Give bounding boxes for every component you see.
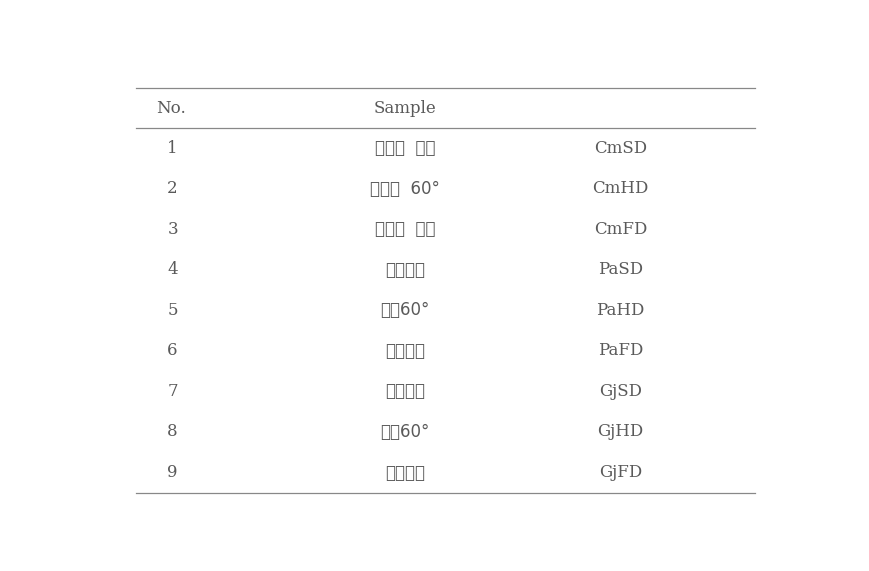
Text: GjFD: GjFD [599, 464, 642, 481]
Text: 2: 2 [168, 180, 178, 197]
Text: Sample: Sample [374, 99, 436, 116]
Text: CmSD: CmSD [594, 140, 647, 156]
Text: PaSD: PaSD [598, 262, 643, 278]
Text: 자소동결: 자소동결 [385, 342, 425, 360]
Text: PaFD: PaFD [598, 343, 643, 359]
Text: 밹무60°: 밹무60° [381, 423, 429, 441]
Text: PaHD: PaHD [596, 302, 645, 319]
Text: 9: 9 [168, 464, 178, 481]
Text: 7: 7 [168, 383, 178, 400]
Text: CmHD: CmHD [593, 180, 648, 197]
Text: 율무잎  동결: 율무잎 동결 [375, 220, 435, 238]
Text: 밹무동결: 밹무동결 [385, 464, 425, 481]
Text: GjSD: GjSD [599, 383, 642, 400]
Text: 6: 6 [168, 343, 178, 359]
Text: 자소음건: 자소음건 [385, 261, 425, 279]
Text: 율무잎  60°: 율무잎 60° [370, 180, 440, 198]
Text: GjHD: GjHD [597, 424, 644, 440]
Text: CmFD: CmFD [594, 221, 647, 238]
Text: No.: No. [156, 99, 185, 116]
Text: 밹무음건: 밹무음건 [385, 383, 425, 400]
Text: 율무잎  음건: 율무잎 음건 [375, 139, 435, 157]
Text: 8: 8 [168, 424, 178, 440]
Text: 4: 4 [168, 262, 178, 278]
Text: 3: 3 [168, 221, 178, 238]
Text: 1: 1 [168, 140, 178, 156]
Text: 자소60°: 자소60° [381, 301, 429, 319]
Text: 5: 5 [168, 302, 178, 319]
